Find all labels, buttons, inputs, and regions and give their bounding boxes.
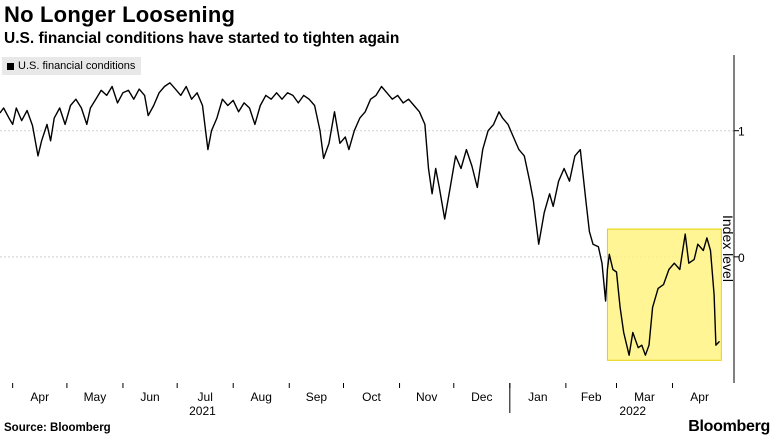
legend: U.S. financial conditions: [2, 57, 142, 75]
series-layer: [0, 82, 721, 356]
x-tick-label: Oct: [362, 390, 381, 404]
legend-swatch: [7, 62, 14, 70]
highlight-box: [606, 228, 722, 361]
x-tick-label: Nov: [416, 390, 437, 404]
x-year-label: 2021: [189, 404, 216, 418]
x-tick-label: Jul: [198, 390, 213, 404]
x-tick-label: Apr: [690, 390, 709, 404]
x-tick-label: Aug: [251, 390, 272, 404]
x-tick-label: Apr: [30, 390, 49, 404]
x-tick-label: Jun: [140, 390, 159, 404]
x-tick-label: Mar: [634, 390, 655, 404]
y-axis-label: Index level: [720, 215, 736, 282]
x-tick-label: May: [84, 390, 107, 404]
series-line: [0, 82, 721, 356]
axes: 1 0 Apr May Jun Jul Aug Sep Oct Nov Dec Jan Feb Mar Ap…: [12, 55, 745, 418]
chart-title: No Longer Loosening: [4, 2, 236, 27]
highlight-region: [606, 228, 722, 361]
legend-label: U.S. financial conditions: [18, 60, 136, 72]
y-tick-label: 0: [738, 251, 745, 265]
bloomberg-logo: Bloomberg: [688, 418, 770, 435]
chart-subtitle: U.S. financial conditions have started t…: [4, 30, 400, 47]
x-tick-label: Sep: [306, 390, 328, 404]
y-tick-label: 1: [738, 125, 745, 139]
x-tick-label: Jan: [528, 390, 547, 404]
x-tick-label: Feb: [581, 390, 602, 404]
source-note: Source: Bloomberg: [4, 422, 111, 434]
x-year-label: 2022: [619, 404, 646, 418]
x-tick-label: Dec: [471, 390, 492, 404]
